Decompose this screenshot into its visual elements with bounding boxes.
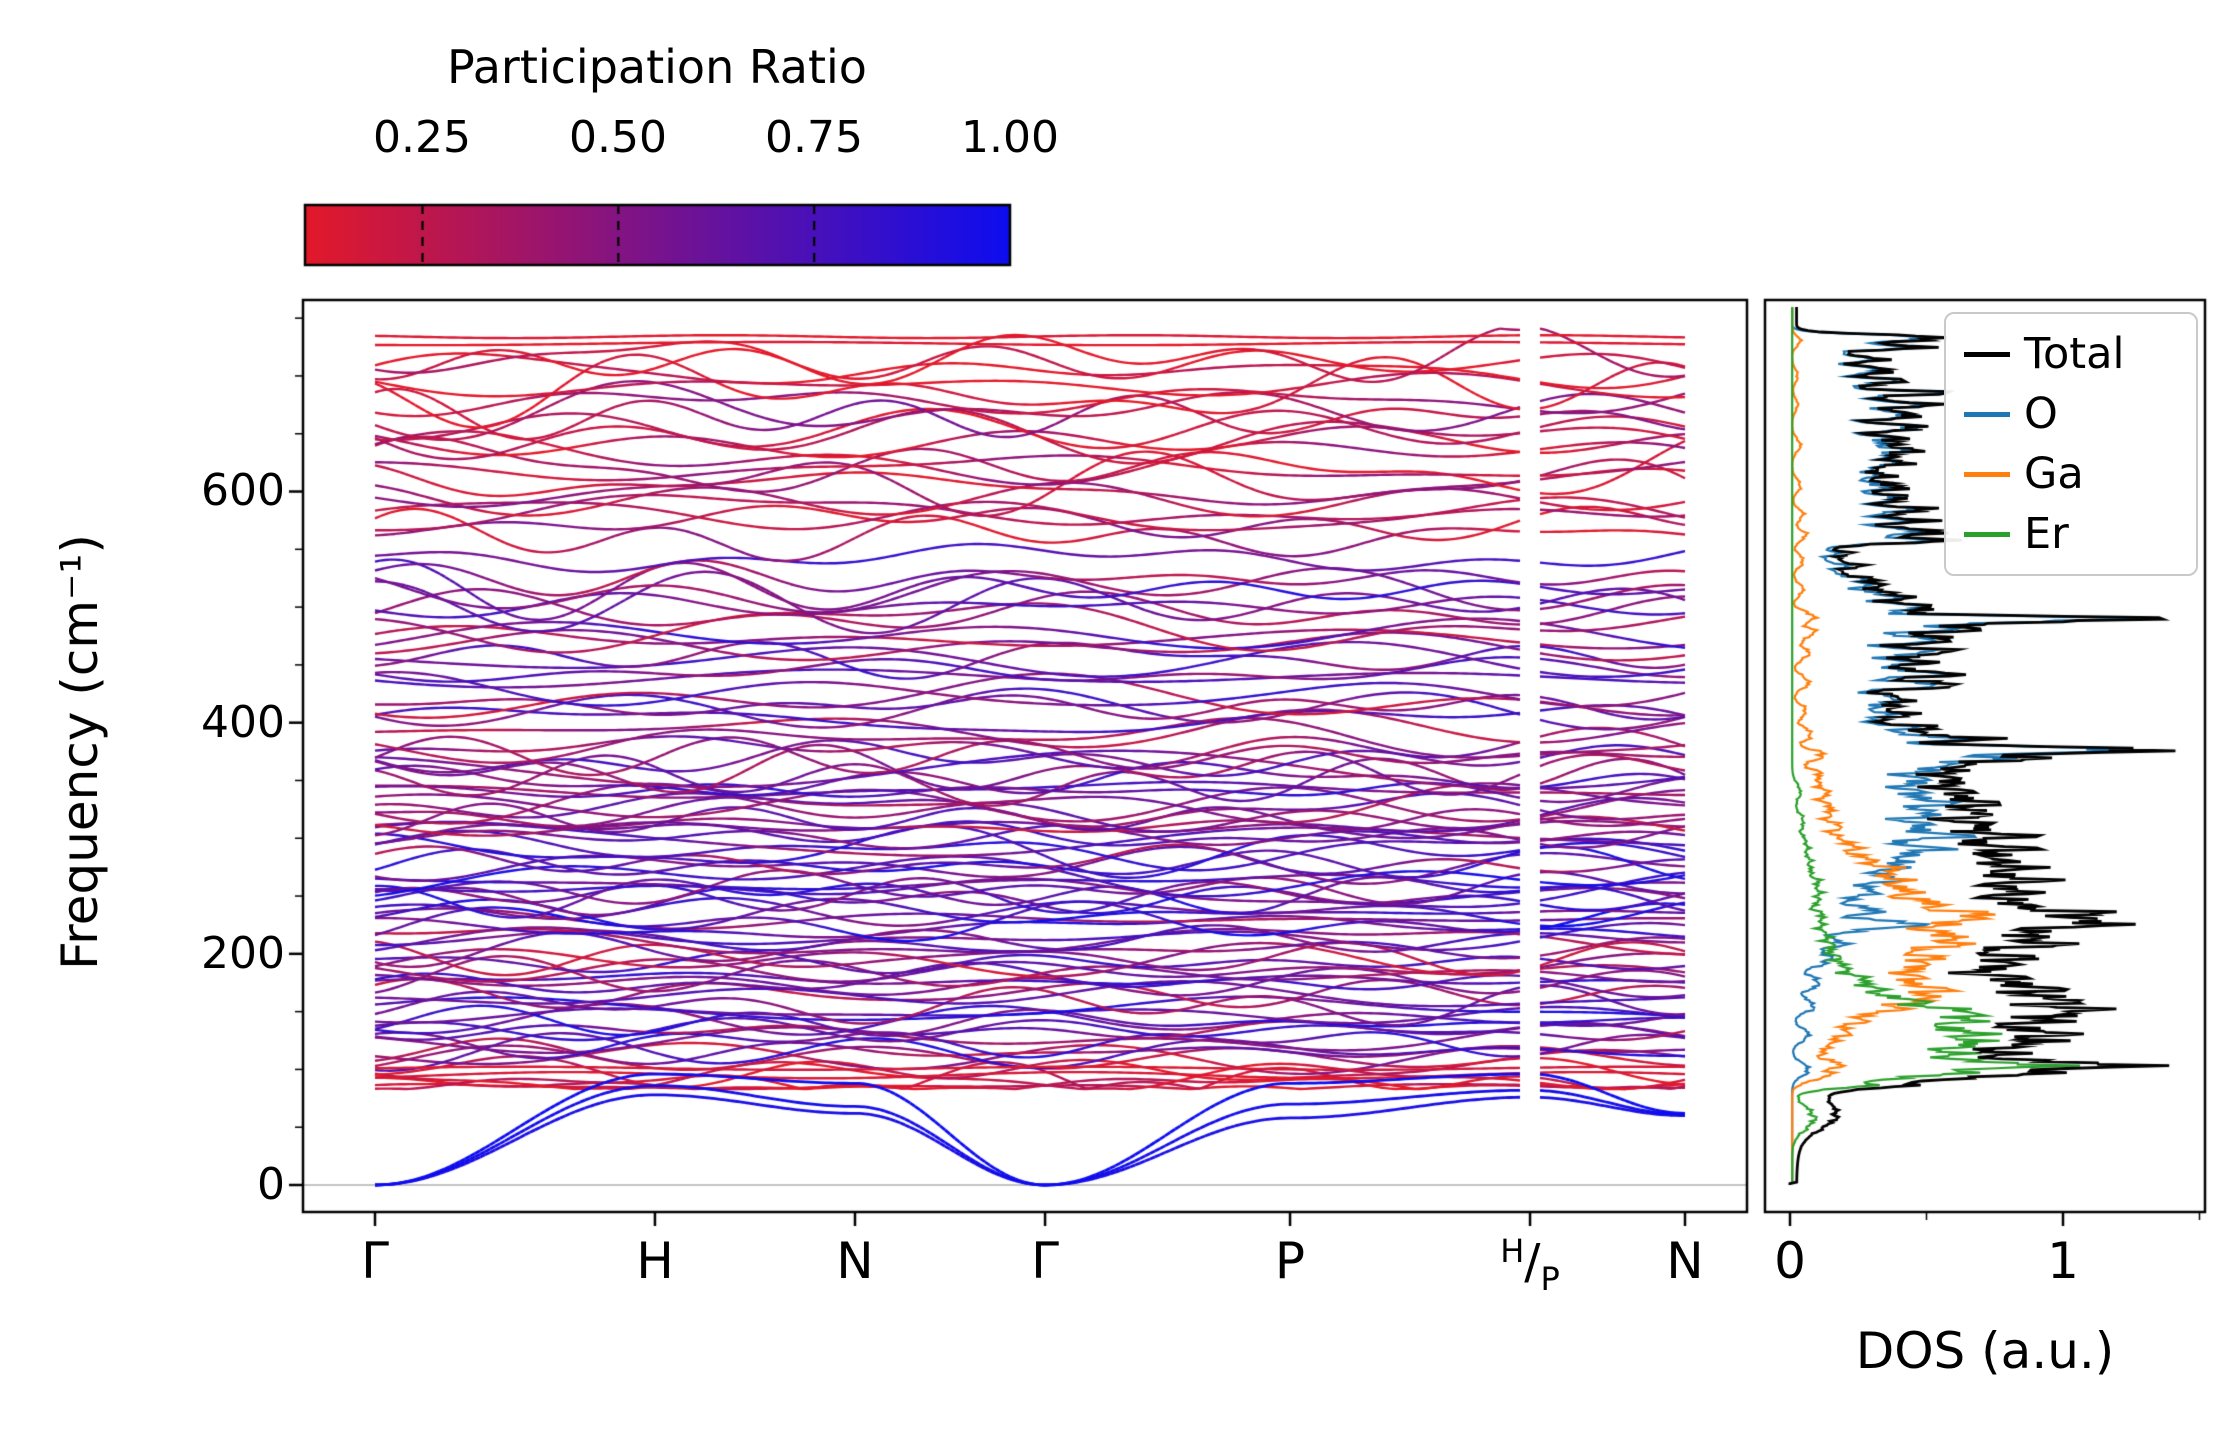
x-tick-label-gamma-2: Γ (1031, 1232, 1059, 1290)
x-tick-label-p: P (1274, 1232, 1306, 1290)
legend-label-er: Er (2024, 509, 2069, 559)
colorbar-tick-label-0: 0.25 (373, 112, 471, 163)
legend-label-o: O (2024, 389, 2058, 439)
legend-line-er (1964, 531, 2010, 537)
y-tick-label-600: 600 (201, 465, 285, 516)
legend-line-ga (1964, 471, 2010, 477)
dos-axis-label: DOS (a.u.) (1855, 1322, 2115, 1380)
colorbar-title: Participation Ratio (447, 40, 867, 94)
legend: Total O Ga Er (1944, 312, 2198, 576)
legend-line-o (1964, 411, 2010, 417)
x-tick-label-h-over-p: H/P (1500, 1232, 1560, 1298)
dos-tick-label-1: 1 (2047, 1232, 2079, 1290)
colorbar-tick-label-3: 1.00 (961, 112, 1059, 163)
x-tick-label-h: H (636, 1232, 674, 1290)
y-tick-label-0: 0 (257, 1159, 285, 1210)
legend-entry-er: Er (1964, 508, 2178, 560)
legend-label-ga: Ga (2024, 449, 2084, 499)
dos-tick-label-0: 0 (1774, 1232, 1806, 1290)
legend-line-total (1964, 351, 2010, 357)
y-tick-label-200: 200 (201, 928, 285, 979)
x-tick-label-n-1: N (836, 1232, 874, 1290)
colorbar-tick-label-1: 0.50 (569, 112, 667, 163)
y-axis-label: Frequency (cm⁻¹) (51, 534, 109, 970)
x-tick-hp-sup: H (1500, 1232, 1525, 1270)
x-tick-label-n-2: N (1666, 1232, 1704, 1290)
x-tick-hp-sub: P (1540, 1260, 1560, 1298)
legend-entry-o: O (1964, 388, 2178, 440)
legend-entry-total: Total (1964, 328, 2178, 380)
legend-label-total: Total (2024, 329, 2125, 379)
legend-entry-ga: Ga (1964, 448, 2178, 500)
x-tick-hp-slash: / (1524, 1234, 1541, 1290)
y-tick-label-400: 400 (201, 697, 285, 748)
x-tick-label-gamma-1: Γ (361, 1232, 389, 1290)
colorbar-tick-label-2: 0.75 (765, 112, 863, 163)
